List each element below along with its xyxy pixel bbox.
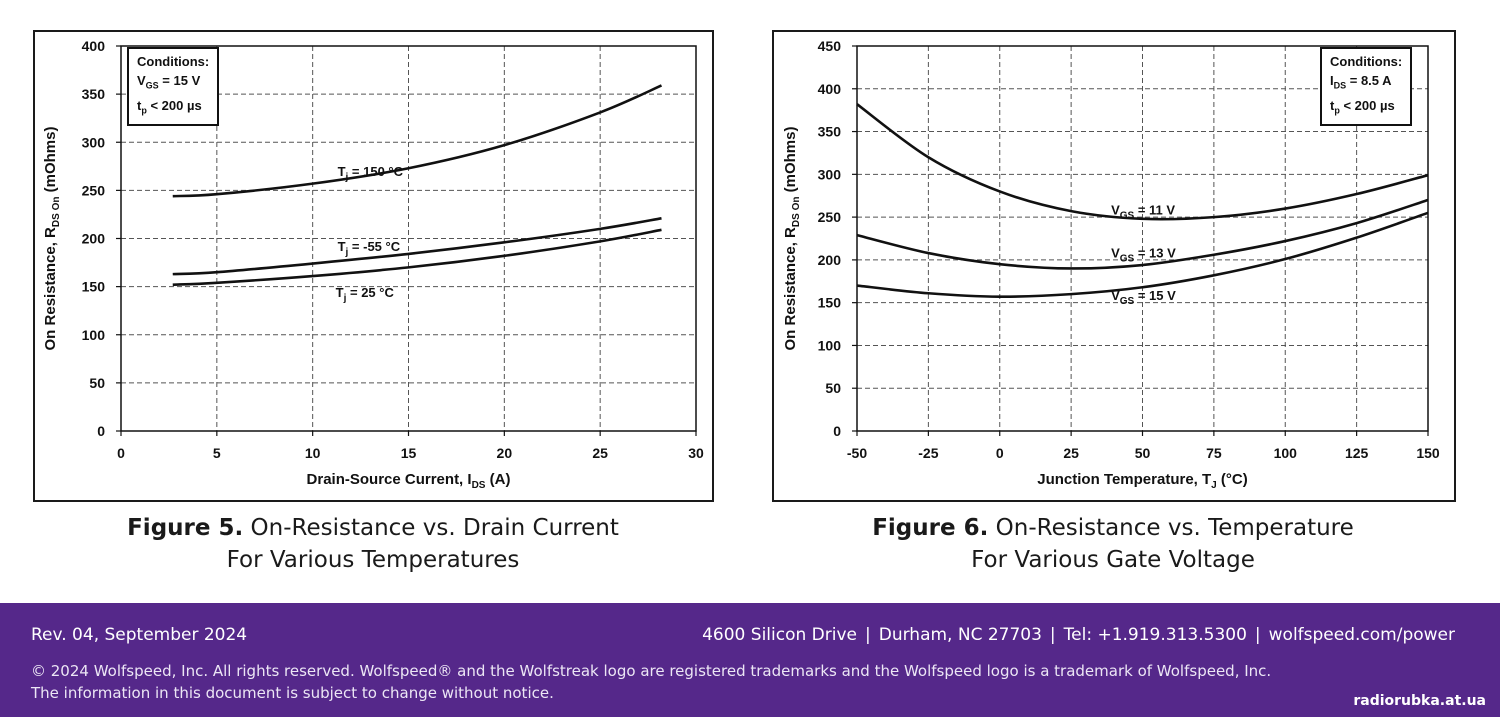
series-label-2: VGS = 13 V [1111,245,1176,264]
conditions-title: Conditions: [137,54,210,69]
x-tick-label: -25 [918,445,938,461]
y-tick-label: 300 [818,166,842,182]
figure6-caption: Figure 6. On-Resistance vs. Temperature … [813,512,1413,576]
footer-phone: Tel: +1.919.313.5300 [1063,625,1247,645]
x-tick-label: 30 [688,445,704,461]
y-axis-title: On Resistance, RDS On (mOhms) [42,127,62,351]
x-tick-label: 50 [1135,445,1151,461]
x-axis-title: Drain-Source Current, IDS (A) [307,471,511,491]
figure5-title-line2: For Various Temperatures [226,547,520,573]
series-line-2 [856,198,1429,270]
figure6-title-line1: On-Resistance vs. Temperature [995,515,1354,541]
footer-revision: Rev. 04, September 2024 [31,625,248,645]
x-tick-label: 0 [996,445,1004,461]
watermark: radiorubka.at.ua [1353,693,1486,709]
y-tick-label: 200 [82,231,106,247]
figure5-caption: Figure 5. On-Resistance vs. Drain Curren… [73,512,673,576]
footer-separator: | [1254,625,1261,645]
x-tick-label: 125 [1345,445,1369,461]
conditions-vgs: VGS = 15 V [137,73,201,91]
y-tick-label: 300 [82,134,106,150]
x-tick-label: 25 [592,445,608,461]
y-tick-label: 0 [833,423,841,439]
figure5-title-line1: On-Resistance vs. Drain Current [250,515,619,541]
footer-web-link[interactable]: wolfspeed.com/power [1268,625,1455,645]
x-tick-label: 25 [1063,445,1079,461]
footer-copyright: © 2024 Wolfspeed, Inc. All rights reserv… [31,662,1272,680]
x-tick-label: 15 [401,445,417,461]
series-line-3 [172,228,662,286]
x-tick-label: 10 [305,445,321,461]
x-tick-label: 0 [117,445,125,461]
y-tick-label: 100 [82,327,106,343]
conditions-ids: IDS = 8.5 A [1330,73,1392,91]
y-tick-label: 50 [825,380,841,396]
y-tick-label: 350 [818,124,842,140]
y-tick-label: 100 [818,337,842,353]
y-tick-label: 250 [818,209,842,225]
y-tick-label: 150 [82,279,106,295]
y-tick-label: 400 [82,38,106,54]
plot-area: -50 -25 0 25 50 75 100 125 150 0 50 100 150 200 250 300… [782,38,1440,491]
figure6-number: Figure 6. [872,515,989,541]
figure5-number: Figure 5. [127,515,244,541]
footer-address: 4600 Silicon Drive [702,625,857,645]
x-tick-label: 150 [1416,445,1440,461]
x-tick-label: 100 [1274,445,1298,461]
x-axis-title: Junction Temperature, TJ (°C) [1037,471,1247,491]
series-line-2 [172,217,662,276]
series-line-3 [856,211,1429,298]
series-line-1 [172,84,663,198]
footer-legal: © 2024 Wolfspeed, Inc. All rights reserv… [31,660,1271,704]
figure6-title-line2: For Various Gate Voltage [971,547,1255,573]
series-line-1 [856,103,1429,221]
footer-separator: | [865,625,871,645]
conditions-tp: tp < 200 µs [137,97,202,116]
figure6-conditions-box: Conditions: IDS = 8.5 A tp < 200 µs [1320,47,1413,127]
y-tick-label: 400 [818,81,842,97]
x-tick-label: 5 [213,445,221,461]
y-axis-title: On Resistance, RDS On (mOhms) [782,127,802,351]
y-tick-label: 200 [818,252,842,268]
y-tick-label: 450 [818,38,842,54]
footer-contact: 4600 Silicon Drive | Durham, NC 27703 | Tel:… [702,625,1455,645]
footer: Rev. 04, September 2024 4600 Silicon Dri… [0,603,1500,717]
series-label-3: VGS = 15 V [1111,288,1176,307]
y-tick-label: 50 [89,375,105,391]
conditions-title: Conditions: [1330,54,1403,69]
x-tick-label: 75 [1206,445,1222,461]
y-tick-label: 250 [82,182,106,198]
series-label-1: Tj = 150 °C [338,164,404,183]
x-tick-label: -50 [847,445,867,461]
y-tick-label: 350 [82,86,106,102]
footer-notice: The information in this document is subj… [31,684,554,702]
figure5-conditions-box: Conditions: VGS = 15 V tp < 200 µs [127,47,220,127]
series-label-2: Tj = -55 °C [338,239,401,258]
x-tick-label: 20 [497,445,513,461]
series-label-1: VGS = 11 V [1111,203,1175,222]
y-tick-label: 0 [97,423,105,439]
series-label-3: Tj = 25 °C [336,285,395,304]
footer-city: Durham, NC 27703 [878,625,1042,645]
conditions-tp: tp < 200 µs [1330,97,1395,116]
y-tick-label: 150 [818,295,842,311]
footer-separator: | [1049,625,1056,645]
